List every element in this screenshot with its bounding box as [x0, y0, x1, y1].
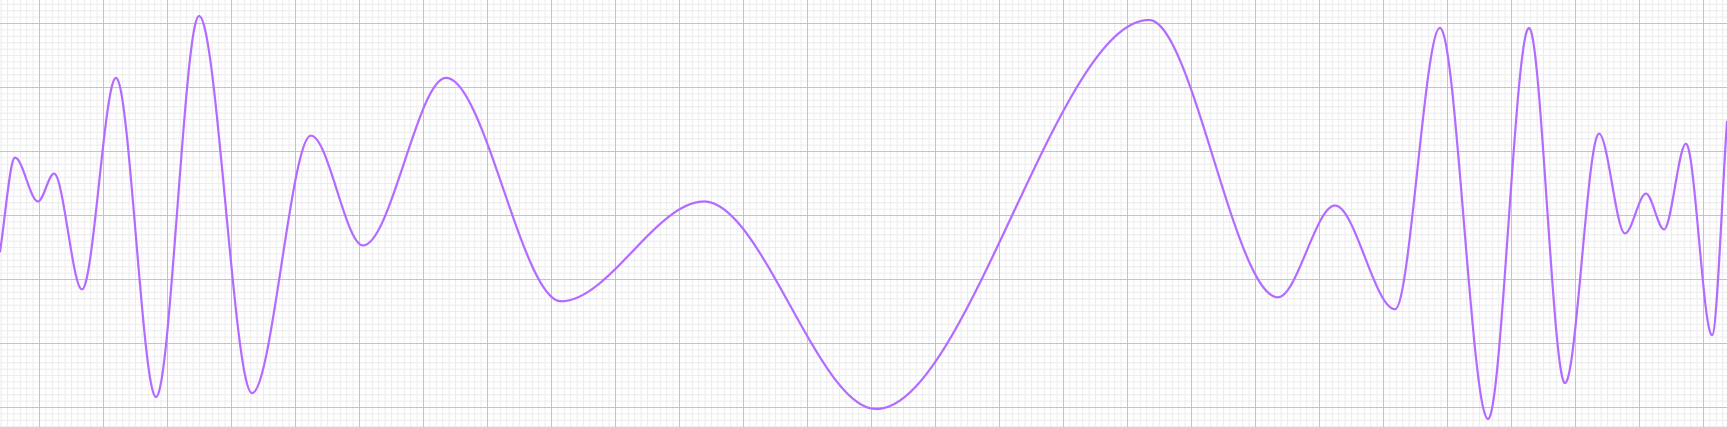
series-line: [0, 14, 1727, 421]
